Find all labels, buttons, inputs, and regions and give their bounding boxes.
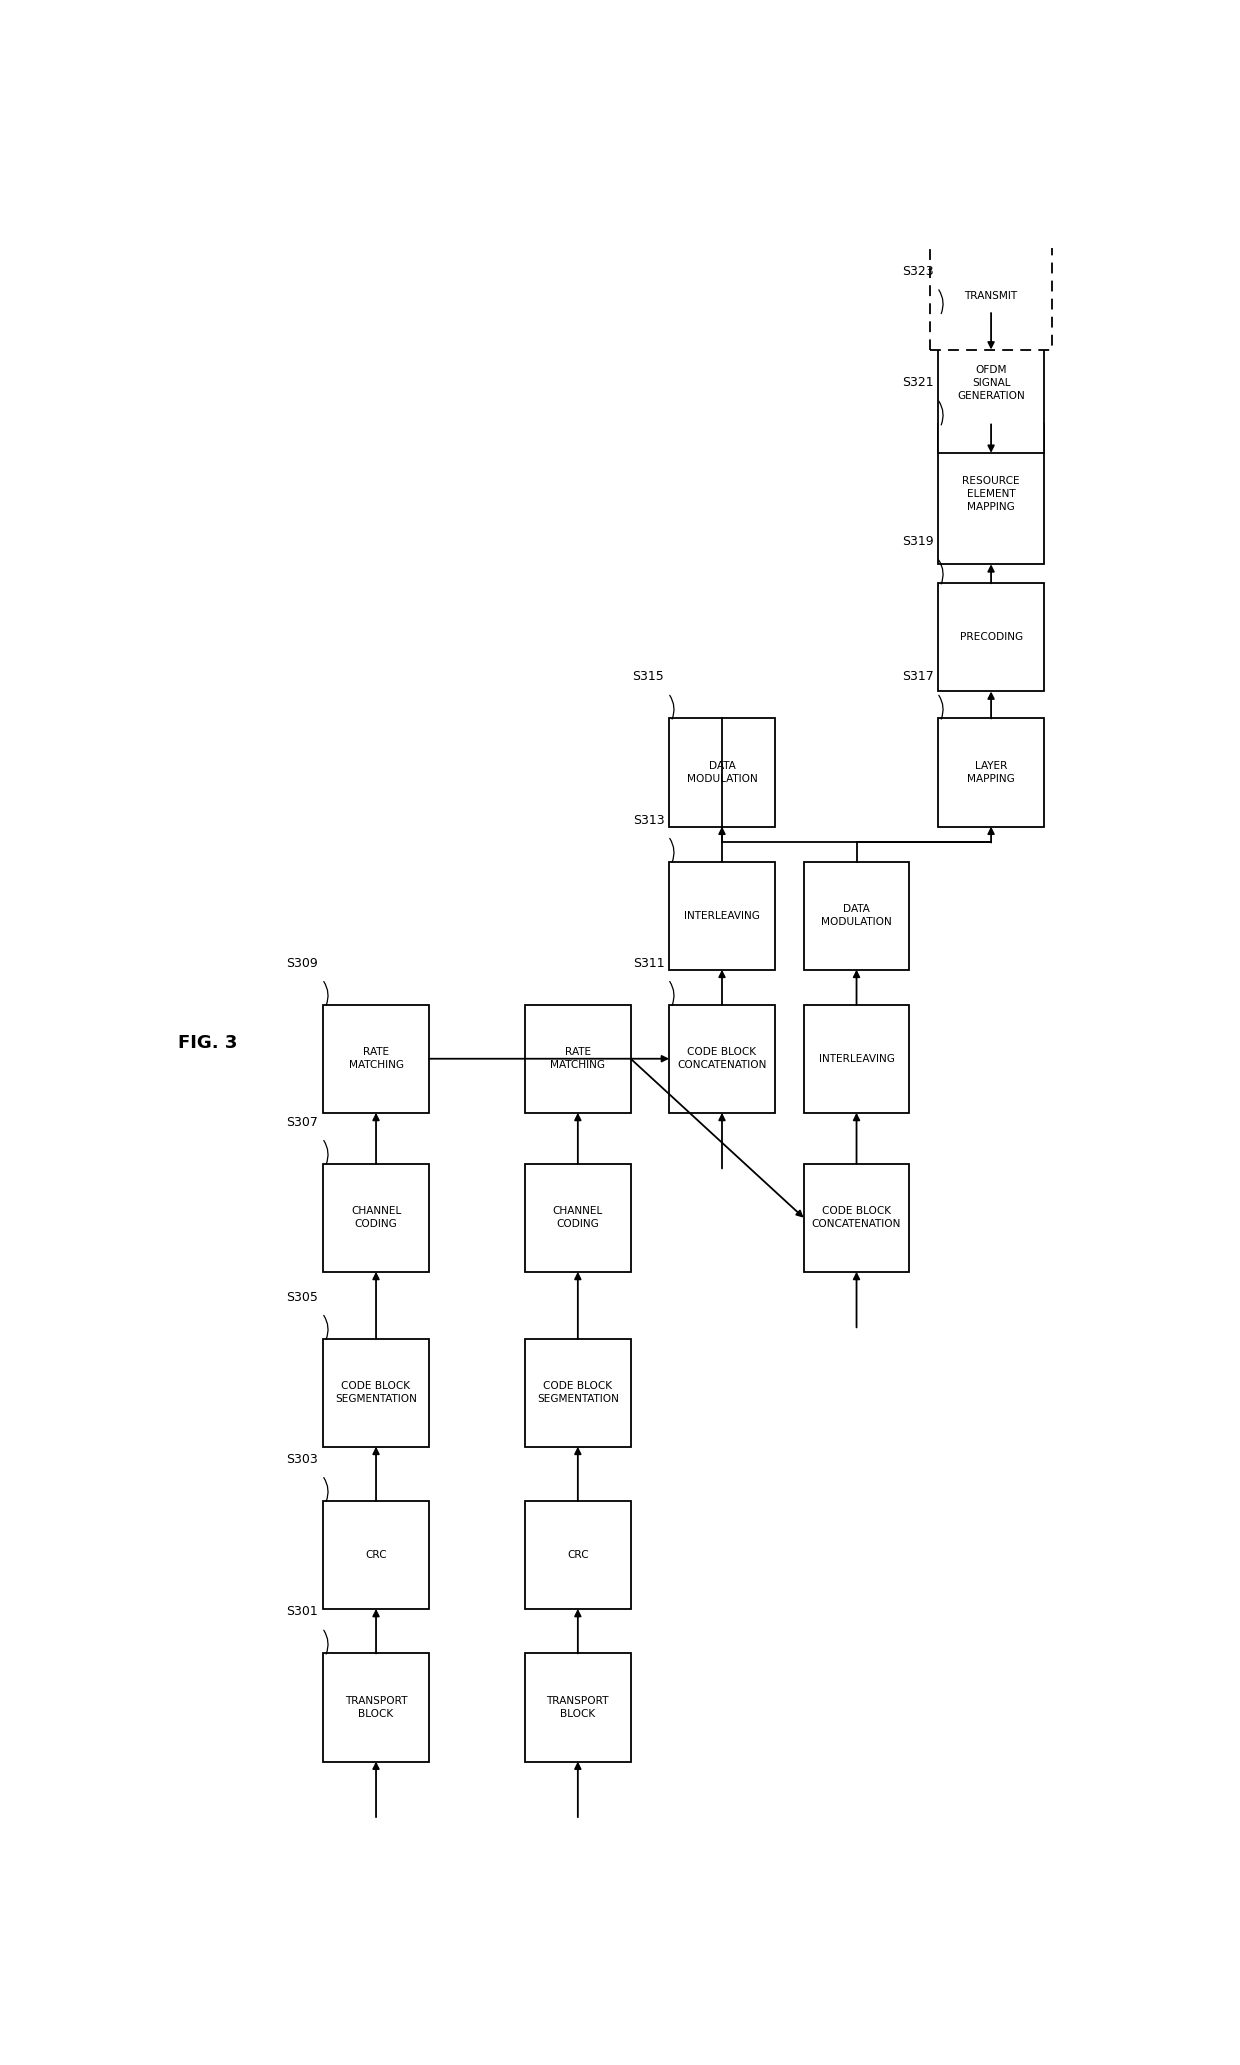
Bar <box>930 242 1052 349</box>
Bar <box>939 719 1044 826</box>
Text: TRANSPORT
BLOCK: TRANSPORT BLOCK <box>547 1695 609 1718</box>
Text: RESOURCE
ELEMENT
MAPPING: RESOURCE ELEMENT MAPPING <box>962 477 1019 512</box>
Text: DATA
MODULATION: DATA MODULATION <box>821 904 892 927</box>
Text: S305: S305 <box>286 1291 319 1303</box>
Bar <box>670 861 775 971</box>
Bar <box>324 1165 429 1272</box>
Text: DATA
MODULATION: DATA MODULATION <box>687 762 758 785</box>
Text: CODE BLOCK
SEGMENTATION: CODE BLOCK SEGMENTATION <box>537 1381 619 1404</box>
Bar <box>324 1654 429 1761</box>
Bar <box>525 1338 631 1448</box>
Bar <box>804 1165 909 1272</box>
Text: S315: S315 <box>632 671 665 684</box>
Bar <box>525 1165 631 1272</box>
Text: RATE
MATCHING: RATE MATCHING <box>348 1047 403 1070</box>
Text: S309: S309 <box>286 956 319 971</box>
Bar <box>324 1501 429 1609</box>
Text: S307: S307 <box>286 1115 319 1130</box>
Bar <box>324 1006 429 1113</box>
Text: S303: S303 <box>286 1454 319 1466</box>
Bar <box>324 1338 429 1448</box>
Text: CRC: CRC <box>366 1551 387 1559</box>
Bar <box>670 1006 775 1113</box>
Text: CODE BLOCK
SEGMENTATION: CODE BLOCK SEGMENTATION <box>335 1381 417 1404</box>
Text: CHANNEL
CODING: CHANNEL CODING <box>553 1206 603 1229</box>
Text: TRANSPORT
BLOCK: TRANSPORT BLOCK <box>345 1695 407 1718</box>
Text: CRC: CRC <box>567 1551 589 1559</box>
Text: S323: S323 <box>901 264 934 279</box>
Text: INTERLEAVING: INTERLEAVING <box>684 911 760 921</box>
Text: OFDM
SIGNAL
GENERATION: OFDM SIGNAL GENERATION <box>957 366 1025 401</box>
Bar <box>670 719 775 826</box>
Bar <box>939 582 1044 692</box>
Text: S321: S321 <box>901 376 934 390</box>
Text: TRANSMIT: TRANSMIT <box>965 291 1018 301</box>
Bar <box>525 1501 631 1609</box>
Text: FIG. 3: FIG. 3 <box>179 1035 238 1051</box>
Text: S311: S311 <box>632 956 665 971</box>
Text: CHANNEL
CODING: CHANNEL CODING <box>351 1206 402 1229</box>
Text: S319: S319 <box>901 535 934 549</box>
Text: INTERLEAVING: INTERLEAVING <box>818 1053 894 1063</box>
Text: CODE BLOCK
CONCATENATION: CODE BLOCK CONCATENATION <box>677 1047 766 1070</box>
Text: CODE BLOCK
CONCATENATION: CODE BLOCK CONCATENATION <box>812 1206 901 1229</box>
Bar <box>804 1006 909 1113</box>
Text: S317: S317 <box>901 671 934 684</box>
Bar <box>525 1654 631 1761</box>
Text: S313: S313 <box>632 814 665 826</box>
Text: RATE
MATCHING: RATE MATCHING <box>551 1047 605 1070</box>
Text: S301: S301 <box>286 1605 319 1619</box>
Text: LAYER
MAPPING: LAYER MAPPING <box>967 762 1016 785</box>
Text: PRECODING: PRECODING <box>960 632 1023 642</box>
Bar <box>939 314 1044 452</box>
Bar <box>939 423 1044 564</box>
Bar <box>804 861 909 971</box>
Bar <box>525 1006 631 1113</box>
